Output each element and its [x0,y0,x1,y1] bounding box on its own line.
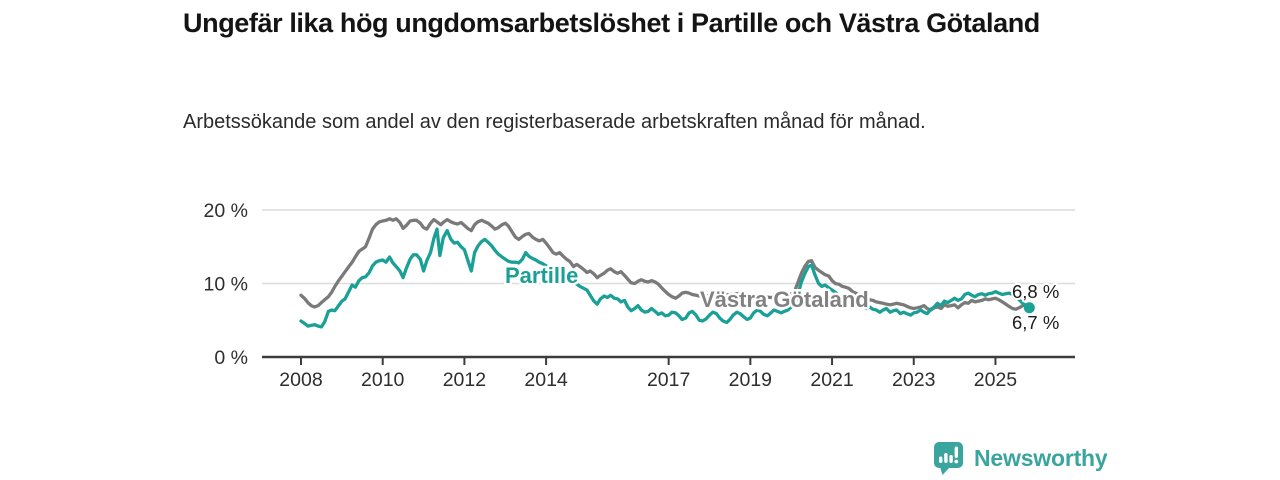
x-axis-tick-label: 2008 [279,369,322,391]
y-axis-tick-label: 20 % [204,200,248,222]
end-value-label-v-stra-g-taland: 6,8 % [1012,281,1059,302]
end-value-label-partille: 6,7 % [1012,312,1059,333]
y-axis-tick-label: 10 % [204,274,248,296]
series-label-partille: Partille [505,263,578,288]
end-dot-partille [1023,302,1035,314]
x-axis-tick-label: 2014 [524,369,568,391]
newsworthy-logo-text: Newsworthy [974,445,1108,471]
series-label-v-stra-g-taland: Västra Götaland [700,287,869,312]
x-axis-tick-label: 2012 [443,369,486,391]
series-line-partille [299,227,1032,329]
x-axis-tick-label: 2019 [729,369,772,391]
y-axis-tick-label: 0 % [214,347,248,369]
x-axis-tick-label: 2025 [974,369,1018,391]
newsworthy-bars-icon [934,442,963,475]
x-axis-tick-label: 2023 [892,369,935,391]
x-axis-tick-label: 2021 [810,369,853,391]
newsworthy-logo: Newsworthy [933,441,1108,476]
x-axis-tick-label: 2010 [361,369,405,391]
chart-subtitle: Arbetssökande som andel av den registerb… [183,111,926,133]
series-line-v-stra-g-taland [299,217,1032,312]
page-title: Ungefär lika hög ungdomsarbetslöshet i P… [183,8,1040,38]
x-axis-tick-label: 2017 [647,369,690,391]
